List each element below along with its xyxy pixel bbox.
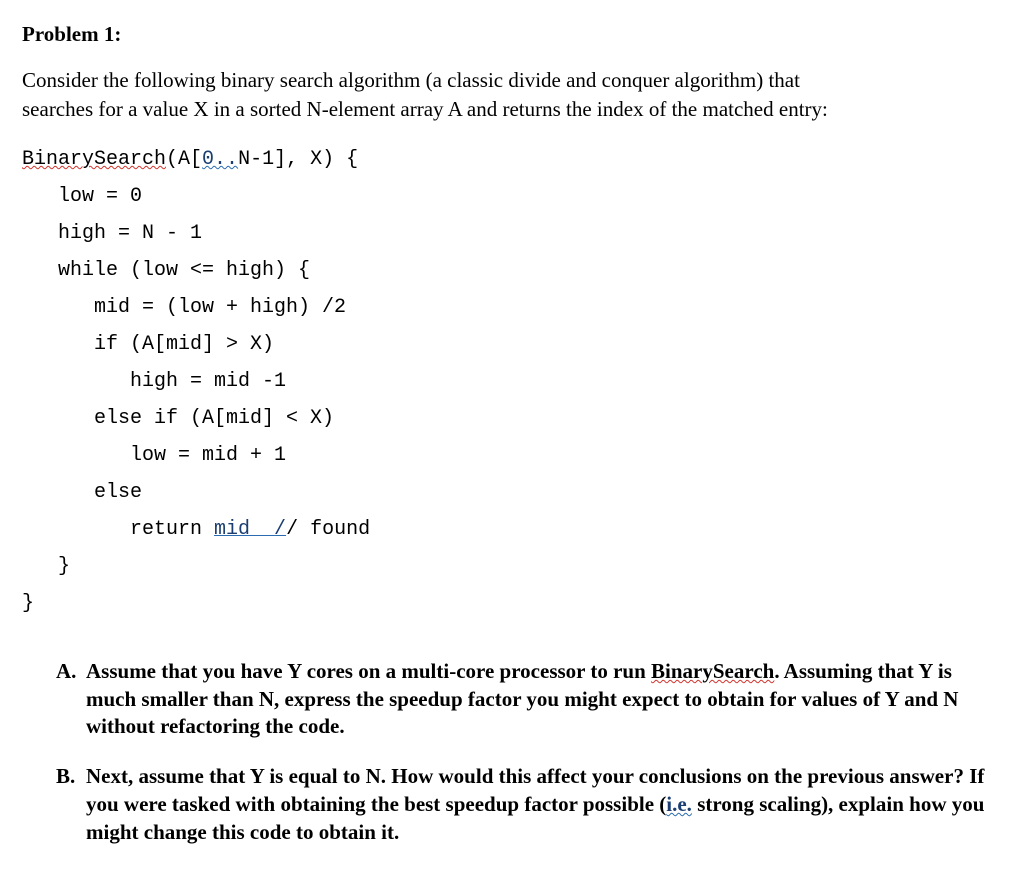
problem-intro: Consider the following binary search alg… xyxy=(22,66,1002,123)
code-token-range: 0.. xyxy=(202,148,238,171)
question-b: B. Next, assume that Y is equal to N. Ho… xyxy=(56,763,1002,846)
code-line: if (A[mid] > X) xyxy=(22,333,274,356)
intro-line-2: searches for a value X in a sorted N-ele… xyxy=(22,97,828,121)
code-line: } xyxy=(22,592,34,615)
code-line: low = 0 xyxy=(22,185,142,208)
code-token-binarysearch: BinarySearch xyxy=(22,148,166,171)
questions-list: A. Assume that you have Y cores on a mul… xyxy=(22,658,1002,846)
code-line: high = mid -1 xyxy=(22,370,286,393)
code-token-slash: / xyxy=(274,518,286,541)
code-line: mid = (low + high) /2 xyxy=(22,296,346,319)
code-token: (A[ xyxy=(166,148,202,171)
question-a-body: Assume that you have Y cores on a multi-… xyxy=(86,658,1002,741)
question-a: A. Assume that you have Y cores on a mul… xyxy=(56,658,1002,741)
question-b-marker: B. xyxy=(56,763,86,846)
code-token: return xyxy=(22,518,214,541)
question-a-marker: A. xyxy=(56,658,86,741)
qb-ie: i.e. xyxy=(666,792,692,816)
question-b-body: Next, assume that Y is equal to N. How w… xyxy=(86,763,1002,846)
intro-line-1: Consider the following binary search alg… xyxy=(22,68,800,92)
code-block: BinarySearch(A[0..N-1], X) { low = 0 hig… xyxy=(22,141,1002,622)
qa-binarysearch: BinarySearch xyxy=(651,659,774,683)
code-line: else xyxy=(22,481,142,504)
code-line: high = N - 1 xyxy=(22,222,202,245)
code-token: / found xyxy=(286,518,370,541)
code-line: else if (A[mid] < X) xyxy=(22,407,334,430)
qa-text-1: Assume that you have Y cores on a multi-… xyxy=(86,659,651,683)
code-token-mid: mid xyxy=(214,518,274,541)
code-line: while (low <= high) { xyxy=(22,259,310,282)
code-line: } xyxy=(22,555,70,578)
code-token: N-1], X) { xyxy=(238,148,358,171)
problem-heading: Problem 1: xyxy=(22,20,1002,48)
code-line: low = mid + 1 xyxy=(22,444,286,467)
